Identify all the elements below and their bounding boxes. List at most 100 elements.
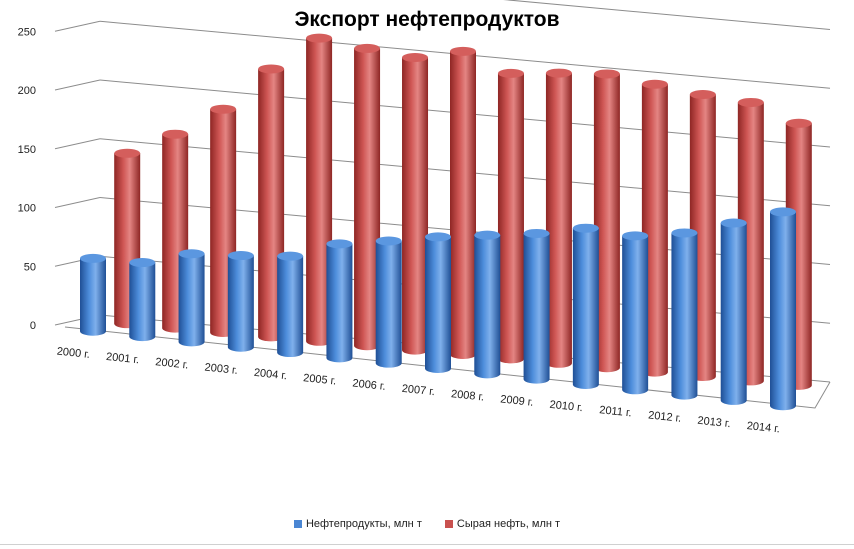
- x-tick-label: 2013 г.: [697, 415, 731, 430]
- x-axis-ticks: 2000 г. 2001 г. 2002 г. 2003 г. 2004 г. 2005 …: [56, 346, 780, 436]
- bar-crude-top: [114, 148, 141, 158]
- bar-products-body: [326, 243, 353, 363]
- bar-crude: [402, 53, 429, 355]
- bar-crude-top: [593, 69, 620, 79]
- x-tick-label: 2014 г.: [746, 420, 780, 435]
- y-axis-ticks: 050100150200250300: [18, 26, 36, 332]
- bar-products-body: [671, 232, 698, 400]
- x-tick-label: 2001 г.: [105, 351, 139, 366]
- bar-products-top: [572, 223, 599, 233]
- bar-products-top: [770, 207, 796, 217]
- bar-products: [227, 251, 254, 352]
- x-tick-label: 2005 г.: [303, 372, 337, 387]
- bar-products-top: [622, 231, 649, 241]
- gridline-side: [54, 138, 101, 150]
- bar-products-body: [425, 236, 451, 374]
- bar-crude-top: [402, 53, 429, 63]
- bar-crude-body: [641, 84, 668, 377]
- x-tick-label: 2007 г.: [401, 383, 435, 398]
- bar-products: [178, 249, 205, 347]
- bar-products: [523, 228, 550, 384]
- bar-crude-top: [306, 33, 333, 43]
- bar-products-body: [227, 255, 254, 352]
- bar-crude-body: [402, 57, 429, 355]
- x-tick-label: 2006 г.: [352, 377, 386, 392]
- y-tick-label: 100: [18, 203, 36, 215]
- x-tick-label: 2008 г.: [450, 388, 484, 403]
- bar-crude-top: [785, 118, 812, 128]
- legend-item-products: Нефтепродукты, млн т: [293, 518, 422, 530]
- bar-products-top: [80, 253, 106, 263]
- bar-products-body: [277, 256, 304, 358]
- x-tick-label: 2003 г.: [204, 362, 238, 377]
- bar-crude-top: [689, 90, 716, 100]
- bar-crude-body: [306, 38, 333, 346]
- bar-crude-top: [497, 68, 524, 78]
- bar-products-top: [523, 228, 550, 238]
- bar-products-body: [178, 253, 205, 347]
- bar-crude-top: [258, 64, 285, 74]
- x-tick-label: 2011 г.: [599, 404, 633, 419]
- bar-products: [277, 251, 304, 358]
- bar-products: [671, 228, 698, 400]
- bar-crude-top: [737, 97, 764, 107]
- bar-products: [572, 223, 599, 389]
- bar-crude: [593, 69, 620, 373]
- y-tick-label: 50: [24, 261, 36, 273]
- bar-products-body: [523, 233, 550, 384]
- bar-products: [770, 207, 796, 411]
- bar-products-top: [227, 251, 254, 261]
- bar-crude: [450, 46, 476, 359]
- bar-products: [622, 231, 649, 395]
- bar-products-body: [474, 235, 501, 379]
- bar-crude-top: [545, 68, 572, 78]
- y-tick-label: 0: [30, 320, 36, 332]
- bar-crude: [545, 68, 572, 368]
- bar-products-top: [425, 232, 451, 242]
- x-tick-label: 2000 г.: [56, 346, 90, 361]
- bar-crude-body: [545, 73, 572, 368]
- bar-products-body: [572, 228, 599, 389]
- x-tick-label: 2012 г.: [648, 409, 682, 424]
- bar-products: [326, 239, 353, 363]
- y-tick-label: 200: [18, 85, 36, 97]
- gridline: [503, 0, 831, 30]
- bar-products: [375, 236, 402, 368]
- legend-swatch-crude: [444, 520, 453, 529]
- bar-products-top: [129, 258, 156, 268]
- bar-products-body: [622, 235, 649, 395]
- bar-crude-top: [354, 43, 381, 53]
- bar-crude: [641, 79, 668, 377]
- bar-products: [425, 232, 451, 374]
- bar-products-top: [326, 239, 353, 249]
- bar-crude: [306, 33, 333, 346]
- bar-products: [129, 258, 156, 342]
- bar-products-body: [80, 258, 106, 336]
- bar-crude-body: [497, 73, 524, 364]
- legend-label-crude: Сырая нефть, млн т: [456, 518, 561, 530]
- gridline-side: [54, 20, 101, 32]
- floor-edge: [64, 326, 831, 409]
- y-tick-label: 250: [18, 26, 36, 38]
- bar-crude-body: [593, 73, 620, 373]
- legend-item-crude: Сырая нефть, млн т: [444, 518, 561, 530]
- x-tick-label: 2009 г.: [500, 393, 534, 408]
- bar-crude: [497, 68, 524, 364]
- bar-crude-top: [641, 79, 668, 89]
- bar-products-body: [720, 223, 747, 405]
- gridline-side: [54, 79, 101, 91]
- bar-crude-body: [450, 51, 476, 359]
- bar-products: [80, 253, 106, 336]
- bars: [80, 33, 812, 411]
- x-tick-label: 2002 г.: [155, 356, 189, 371]
- bar-crude-top: [450, 46, 476, 56]
- bar-products-top: [178, 249, 205, 259]
- legend-label-products: Нефтепродукты, млн т: [305, 518, 422, 530]
- bar-products-top: [671, 228, 698, 238]
- x-tick-label: 2004 г.: [253, 367, 287, 382]
- bar-products-body: [129, 262, 156, 342]
- bar-products-top: [720, 218, 747, 228]
- gridline-side: [54, 197, 101, 208]
